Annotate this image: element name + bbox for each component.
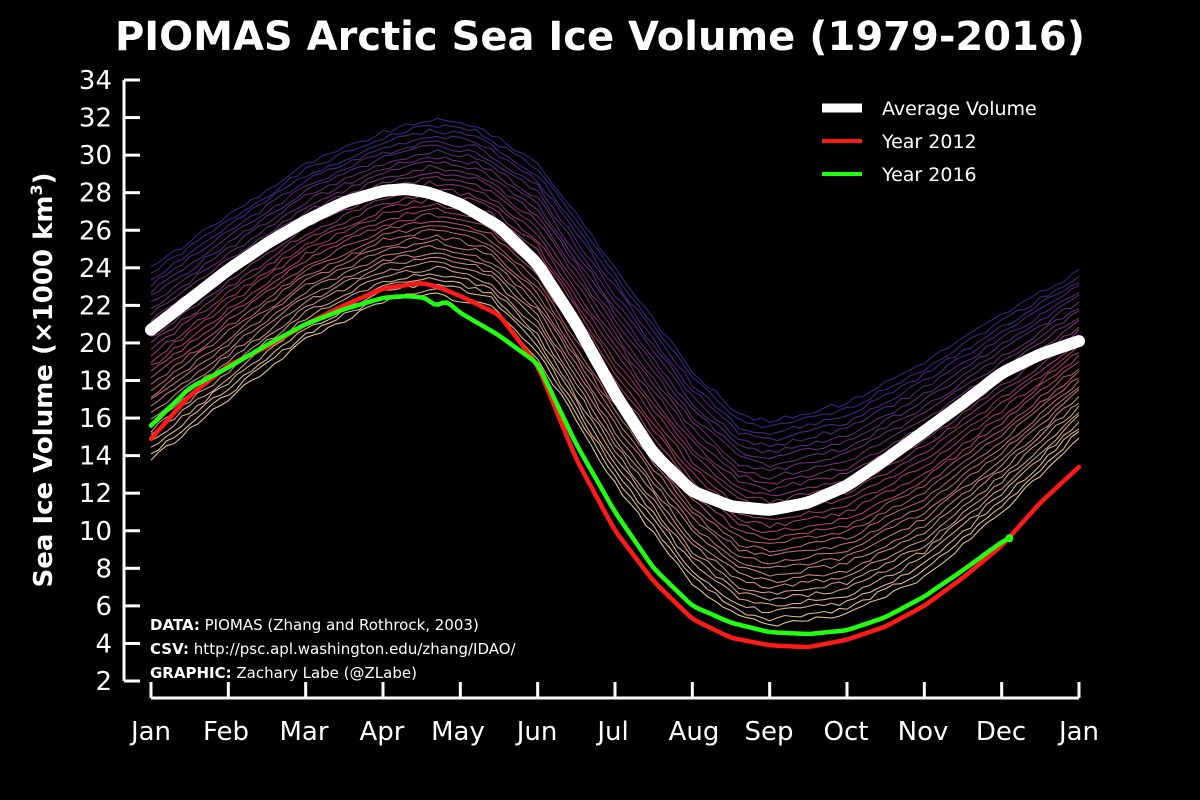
y-tick-label: 6 [95, 592, 112, 622]
historical-year-line [150, 244, 1080, 569]
historical-year-line [150, 124, 1080, 429]
y-tick-label: 12 [79, 479, 112, 509]
y-tick-label: 16 [79, 404, 112, 434]
historical-year-line [150, 156, 1080, 468]
year-2016-line [148, 293, 1012, 637]
historical-year-line [150, 202, 1080, 520]
x-tick-label: Jul [595, 717, 628, 747]
credit-value: http://psc.apl.washington.edu/zhang/IDAO… [189, 640, 517, 658]
y-tick-label: 22 [79, 291, 112, 321]
x-tick-label: Jun [515, 717, 558, 747]
historical-year-line [150, 140, 1080, 448]
average-volume-line [145, 183, 1085, 516]
x-tick-label: Jan [129, 717, 171, 747]
credit-value: Zachary Labe (@ZLabe) [232, 664, 417, 682]
x-tick-label: May [431, 717, 485, 747]
year-2016-end-marker [1005, 534, 1014, 543]
y-tick-label: 30 [79, 141, 112, 171]
historical-year-line [150, 196, 1080, 517]
credit-value: PIOMAS (Zhang and Rothrock, 2003) [200, 616, 479, 634]
legend-label: Average Volume [882, 98, 1037, 120]
historical-years-spread [150, 117, 1080, 627]
x-tick-label: Oct [824, 717, 869, 747]
historical-year-line [150, 128, 1080, 435]
historical-year-line [150, 256, 1080, 584]
y-tick-label: 32 [79, 104, 112, 134]
legend-label: Year 2016 [881, 164, 977, 186]
data-credits: DATA: PIOMAS (Zhang and Rothrock, 2003) C… [150, 616, 517, 682]
y-tick-label: 4 [95, 629, 112, 659]
credit-key: CSV: [150, 640, 189, 658]
historical-year-line [150, 234, 1080, 557]
historical-year-line [150, 265, 1080, 595]
y-tick-label: 26 [79, 216, 112, 246]
historical-year-line [150, 238, 1080, 565]
x-tick-label: Feb [203, 717, 249, 747]
y-axis-label-main: Sea Ice Volume (×1000 km [29, 196, 59, 588]
historical-year-line [150, 283, 1080, 614]
historical-year-line [150, 192, 1080, 509]
credit-key: DATA: [150, 616, 200, 634]
y-tick-label: 24 [79, 254, 112, 284]
y-axis-label: Sea Ice Volume (×1000 km3) [27, 173, 59, 588]
y-tick-label: 34 [79, 66, 112, 96]
y-axis-label-end: ) [29, 173, 59, 185]
y-tick-label: 18 [79, 367, 112, 397]
historical-year-line [150, 273, 1080, 601]
historical-year-line [150, 292, 1080, 627]
historical-year-line [150, 207, 1080, 529]
historical-year-line [150, 149, 1080, 460]
y-tick-label: 8 [95, 554, 112, 584]
credit-line: GRAPHIC: Zachary Labe (@ZLabe) [150, 664, 417, 682]
x-tick-label: Sep [744, 717, 793, 747]
y-tick-label: 2 [95, 667, 112, 697]
historical-year-line [150, 288, 1080, 622]
x-tick-label: Jan [1057, 717, 1099, 747]
historical-year-line [150, 144, 1080, 454]
x-tick-label: Apr [360, 717, 405, 747]
historical-year-line [150, 160, 1080, 472]
historical-year-line [150, 188, 1080, 505]
x-tick-label: Mar [279, 717, 328, 747]
credit-key: GRAPHIC: [150, 664, 232, 682]
series-lines [145, 183, 1085, 650]
y-tick-label: 10 [79, 517, 112, 547]
x-tick-label: Aug [669, 717, 720, 747]
chart-title: PIOMAS Arctic Sea Ice Volume (1979-2016) [115, 14, 1085, 60]
y-axis-label-superscript: 3 [27, 184, 46, 195]
y-tick-label: 14 [79, 442, 112, 472]
historical-year-line [150, 164, 1080, 480]
y-tick-label: 28 [79, 179, 112, 209]
legend-label: Year 2012 [881, 131, 977, 153]
historical-year-line [150, 252, 1080, 577]
historical-year-line [150, 260, 1080, 589]
y-tick-label: 20 [79, 329, 112, 359]
x-tick-label: Nov [898, 717, 949, 747]
credit-line: CSV: http://psc.apl.washington.edu/zhang… [150, 640, 517, 658]
x-tick-label: Dec [976, 717, 1026, 747]
credit-line: DATA: PIOMAS (Zhang and Rothrock, 2003) [150, 616, 479, 634]
historical-year-line [150, 135, 1080, 442]
historical-year-line [150, 117, 1080, 423]
legend: Average Volume Year 2012 Year 2016 [822, 98, 1037, 186]
